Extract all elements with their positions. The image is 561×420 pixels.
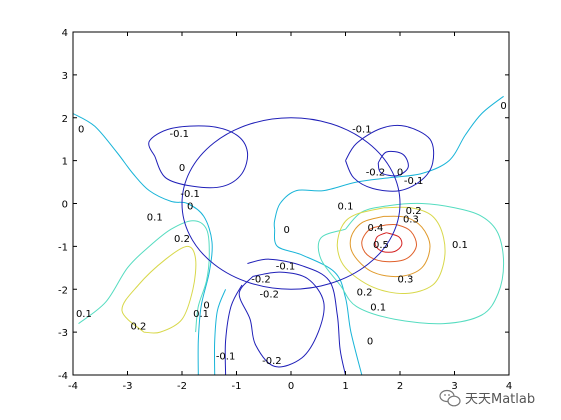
contour-label: 0.2 bbox=[174, 234, 190, 245]
contour-line-level-0.1 bbox=[317, 202, 505, 325]
contour-label: -0.2 bbox=[259, 290, 279, 301]
x-tick-label: -2 bbox=[177, 381, 187, 392]
circle-layer bbox=[181, 117, 401, 290]
y-tick-label: 0 bbox=[62, 200, 68, 211]
contour-line-level-0 bbox=[273, 229, 363, 376]
contour-line-level--0.2 bbox=[377, 150, 409, 177]
y-tick-label: 3 bbox=[62, 71, 68, 82]
x-tick-label: -3 bbox=[123, 381, 133, 392]
contour-line-level-0.2 bbox=[121, 245, 197, 334]
x-tick-label: -4 bbox=[68, 381, 78, 392]
unit-circle-contour bbox=[181, 117, 401, 290]
x-tick-label: 4 bbox=[506, 381, 512, 392]
contour-line-level-0 bbox=[273, 95, 504, 230]
contour-label: 0.1 bbox=[76, 309, 92, 320]
watermark: 天天Matlab bbox=[439, 389, 535, 407]
y-tick-label: -3 bbox=[58, 328, 68, 339]
contour-label: 0 bbox=[283, 225, 289, 236]
contour-label: -0.1 bbox=[180, 189, 200, 200]
wechat-icon bbox=[439, 389, 461, 407]
contour-label: 0.3 bbox=[403, 215, 419, 226]
contour-label: 0 bbox=[78, 124, 84, 135]
contour-label: 0 bbox=[500, 101, 506, 112]
y-tick-label: -1 bbox=[58, 242, 68, 253]
contour-line-level-0.3 bbox=[349, 215, 431, 278]
contour-label: 0 bbox=[397, 167, 403, 178]
y-tick-label: -4 bbox=[58, 371, 68, 382]
x-tick-label: 0 bbox=[288, 381, 294, 392]
contour-lines bbox=[72, 95, 505, 376]
watermark-text: 天天Matlab bbox=[465, 392, 535, 407]
contour-line-level--0.2 bbox=[238, 271, 325, 368]
contour-label: -0.1 bbox=[404, 176, 424, 187]
contour-line-level--0.1 bbox=[224, 284, 243, 376]
x-tick-label: 2 bbox=[397, 381, 403, 392]
contour-label: 0 bbox=[367, 337, 373, 348]
y-tick-label: -2 bbox=[58, 285, 68, 296]
contour-label: -0.2 bbox=[251, 275, 271, 286]
contour-label: 0.1 bbox=[452, 240, 468, 251]
contour-label: -0.1 bbox=[170, 129, 190, 140]
contour-label: 0 bbox=[179, 163, 185, 174]
y-tick-label: 4 bbox=[62, 28, 68, 39]
contour-line-level--0.1 bbox=[345, 124, 435, 192]
contour-line-level--0.1 bbox=[247, 258, 346, 376]
contour-line-level-0 bbox=[72, 113, 213, 376]
contour-label: 0.1 bbox=[193, 309, 209, 320]
contour-label: 0.5 bbox=[373, 240, 389, 251]
contour-labels: 0 -0.10-0.100.10.20.10.20.10-0.1-0.2-0.2-… bbox=[76, 101, 507, 367]
contour-label: 0 bbox=[187, 202, 193, 213]
contour-label: 0 bbox=[203, 300, 209, 311]
x-tick-label: -1 bbox=[232, 381, 242, 392]
contour-label: 0.1 bbox=[338, 202, 354, 213]
contour-line-level-0.1 bbox=[78, 220, 210, 333]
contour-label: 0.2 bbox=[406, 206, 422, 217]
contour-label: -0.1 bbox=[276, 262, 296, 273]
contour-label: -0.2 bbox=[366, 167, 386, 178]
contour-label: -0.1 bbox=[216, 352, 236, 363]
contour-label: 0.3 bbox=[397, 275, 413, 286]
contour-label: 0.1 bbox=[147, 212, 163, 223]
y-tick-label: 2 bbox=[62, 114, 68, 125]
contour-label: -0.2 bbox=[262, 356, 282, 367]
contour-label: 0.2 bbox=[130, 322, 146, 333]
contour-label: 0.1 bbox=[370, 302, 386, 313]
plot-axes: -4 -3 -2 -1 0 1 2 3 4 4 3 2 1 0 -1 -2 -3 -4 bbox=[58, 28, 512, 392]
y-tick-label: 1 bbox=[62, 157, 68, 168]
contour-line-level-0 bbox=[213, 289, 227, 376]
contour-line-level-0.5 bbox=[374, 232, 403, 253]
contour-label: 0.2 bbox=[357, 287, 373, 298]
contour-line-level-0.2 bbox=[336, 206, 446, 295]
contour-label: -0.1 bbox=[352, 124, 372, 135]
x-tick-label: 3 bbox=[451, 381, 457, 392]
x-tick-label: 1 bbox=[342, 381, 348, 392]
contour-label: 0.4 bbox=[368, 223, 384, 234]
contour-line-level-0.4 bbox=[361, 223, 417, 263]
